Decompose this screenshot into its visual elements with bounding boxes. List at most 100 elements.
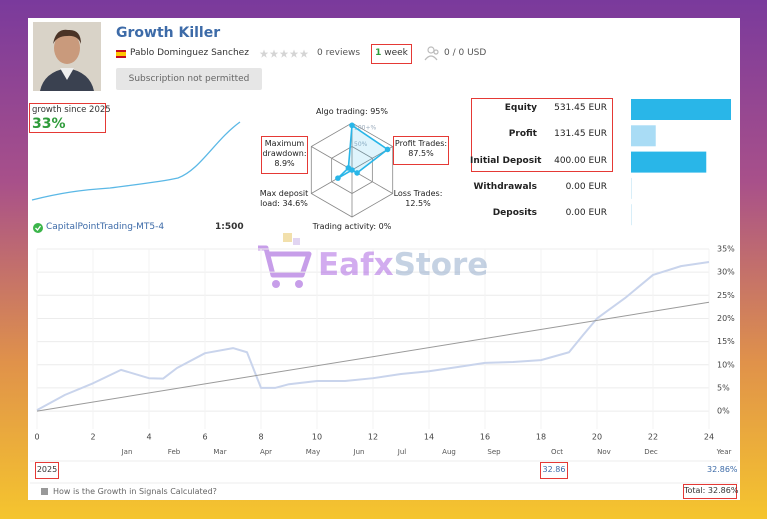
series-line bbox=[36, 260, 710, 412]
help-link[interactable]: How is the Growth in Signals Calculated? bbox=[53, 487, 217, 496]
y-tick-label: 0% bbox=[717, 407, 730, 416]
stat-value: 0.00 EUR bbox=[565, 181, 607, 192]
age-unit: week bbox=[384, 48, 408, 58]
y-tick-label: 30% bbox=[717, 268, 735, 277]
stat-bar bbox=[631, 151, 707, 173]
month-label: May bbox=[306, 448, 320, 456]
month-label: Dec bbox=[644, 448, 658, 456]
flag bbox=[116, 50, 126, 52]
verified-check bbox=[35, 225, 42, 231]
month-label: Feb bbox=[168, 448, 181, 456]
age-number: 1 bbox=[375, 48, 382, 58]
avatar-shirt bbox=[60, 68, 74, 80]
help-icon bbox=[41, 488, 48, 495]
month-label: Nov bbox=[597, 448, 611, 456]
author: Pablo Dominguez Sanchez bbox=[130, 48, 249, 58]
leverage: 1:500 bbox=[215, 222, 244, 232]
radar-ring-label: 50% bbox=[354, 141, 368, 148]
x-tick-label: 4 bbox=[146, 433, 151, 442]
x-tick-label: 14 bbox=[424, 433, 434, 442]
stats-highlight bbox=[471, 98, 613, 172]
mini-growth-line bbox=[31, 121, 241, 201]
radar-point bbox=[384, 146, 391, 153]
radar-axis-value: 34.6% bbox=[282, 199, 308, 208]
radar-axis-value: 87.5% bbox=[408, 149, 434, 158]
radar-axis-value: 12.5% bbox=[405, 199, 431, 208]
watermark-brand: Eafx bbox=[318, 247, 394, 283]
growth-label: growth since 2025 bbox=[32, 105, 111, 115]
server[interactable]: CapitalPointTrading-MT5-4 bbox=[46, 222, 165, 232]
radar-axis-value: 95% bbox=[370, 107, 388, 116]
radar-label: Max deposit load: 34.6% bbox=[258, 187, 310, 209]
signal-title: Growth Killer bbox=[116, 25, 221, 41]
radar-area bbox=[337, 123, 389, 179]
y-tick-label: 15% bbox=[717, 337, 735, 346]
year-total: 32.86% bbox=[707, 465, 738, 474]
y-tick-label: 20% bbox=[717, 314, 735, 323]
stat-bar bbox=[631, 125, 656, 147]
verified-icon bbox=[33, 223, 43, 233]
growth-box: growth since 2025 33% bbox=[29, 103, 111, 133]
x-tick-label: 10 bbox=[312, 433, 322, 442]
stat-label: Deposits bbox=[492, 208, 537, 219]
x-tick-label: 20 bbox=[592, 433, 602, 442]
flag bbox=[116, 56, 126, 58]
radar-axis-name: Trading activity: bbox=[312, 222, 377, 231]
stat-label: Withdrawals bbox=[473, 181, 537, 192]
signal-card bbox=[28, 18, 740, 500]
radar-axis-name: Loss Trades: bbox=[393, 189, 443, 198]
radar-axis-name: Algo trading: bbox=[315, 107, 368, 116]
stat-value: 0.00 EUR bbox=[565, 208, 607, 219]
subscribers-icon bbox=[424, 46, 439, 61]
x-tick-label: 18 bbox=[536, 433, 546, 442]
radar-point bbox=[349, 122, 355, 129]
y-tick-label: 10% bbox=[717, 360, 735, 369]
radar-point bbox=[345, 165, 352, 171]
x-tick-label: 24 bbox=[704, 433, 714, 442]
radar-axis-value: 0% bbox=[378, 222, 392, 231]
x-tick-label: 22 bbox=[648, 433, 658, 442]
stat-label: Equity bbox=[504, 103, 537, 113]
stat-bar bbox=[631, 177, 632, 199]
radar-ring-label: 100+% bbox=[354, 125, 376, 132]
stat-bar bbox=[631, 99, 731, 120]
x-tick-label: 8 bbox=[258, 433, 263, 442]
month-label: Aug bbox=[442, 448, 456, 456]
stat-bar bbox=[631, 204, 632, 226]
radar-label: Loss Trades: 12.5% bbox=[392, 187, 444, 209]
stat-label: Profit bbox=[508, 129, 537, 140]
stat-value: 131.45 EUR bbox=[554, 129, 607, 140]
month-label: Sep bbox=[487, 448, 501, 456]
month-label: Jun bbox=[353, 448, 365, 456]
month-label: Oct bbox=[551, 448, 563, 456]
radar-axis-name: Profit Trades: bbox=[394, 139, 448, 148]
total: Total: 32.86% bbox=[683, 484, 738, 499]
year-month-value: 32.86 bbox=[540, 462, 568, 479]
month-label: Apr bbox=[260, 448, 272, 456]
flag bbox=[116, 52, 126, 56]
x-tick-label: 16 bbox=[480, 433, 490, 442]
stat-label: Initial Deposit bbox=[470, 155, 542, 166]
radar-spoke bbox=[311, 146, 353, 171]
month-label: Mar bbox=[213, 448, 226, 456]
subscribe-button[interactable]: Subscription not permitted bbox=[116, 68, 262, 90]
radar-label: Algo trading: 95% bbox=[312, 105, 392, 117]
stat-value: 531.45 EUR bbox=[554, 103, 607, 113]
watermark-logo bbox=[258, 233, 312, 288]
radar-axis-name: Maximum drawdown: bbox=[262, 139, 307, 158]
radar-point bbox=[354, 170, 360, 176]
radar-label: Trading activity: 0% bbox=[306, 220, 398, 232]
year-label: 2025 bbox=[35, 462, 59, 479]
stat-value: 400.00 EUR bbox=[554, 155, 607, 166]
age-box: 1 week bbox=[371, 44, 412, 64]
growth-value: 33% bbox=[32, 116, 66, 132]
radar-label: Profit Trades: 87.5% bbox=[393, 136, 449, 165]
x-unit-label: Year bbox=[716, 448, 732, 456]
y-tick-label: 35% bbox=[717, 245, 735, 254]
radar-point bbox=[335, 175, 341, 181]
watermark: EafxStore bbox=[318, 247, 488, 283]
avatar-face bbox=[54, 32, 80, 64]
watermark-suffix: Store bbox=[393, 247, 489, 283]
